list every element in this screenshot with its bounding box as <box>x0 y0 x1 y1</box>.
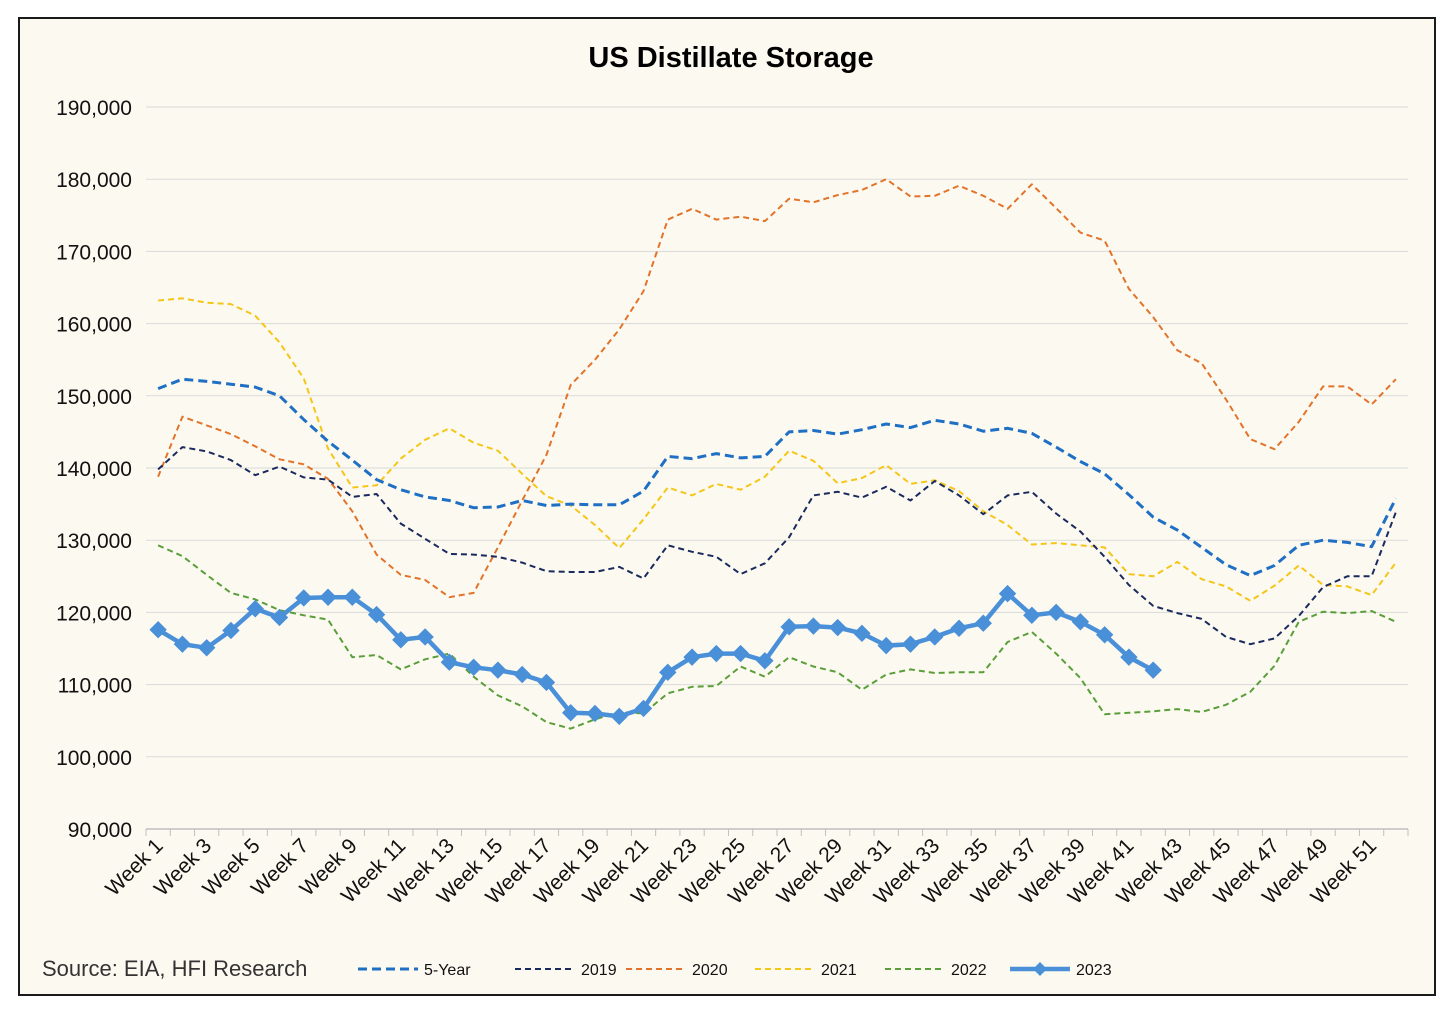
series-line-5-year <box>157 377 1398 578</box>
y-tick-label: 180,000 <box>56 169 132 192</box>
series-line-2022 <box>157 544 1397 730</box>
source-note: Source: EIA, HFI Research <box>42 956 307 981</box>
point-marker-2023 <box>295 589 313 607</box>
legend-marker-2023 <box>1033 962 1047 976</box>
point-marker-2023 <box>731 644 750 663</box>
point-marker-2023 <box>343 588 361 606</box>
y-tick-label: 160,000 <box>56 314 132 337</box>
series-line-2020 <box>157 178 1397 599</box>
point-marker-2023 <box>707 644 726 663</box>
point-marker-2023 <box>319 588 337 606</box>
point-marker-2023 <box>853 624 871 643</box>
point-marker-2023 <box>270 608 289 627</box>
gridlines <box>146 106 1408 758</box>
point-marker-2023 <box>998 584 1017 603</box>
point-marker-2023 <box>1071 613 1090 631</box>
point-marker-2023 <box>562 704 580 722</box>
y-tick-label: 100,000 <box>56 747 132 770</box>
point-marker-2023 <box>489 661 507 679</box>
point-marker-2023 <box>1095 626 1114 644</box>
y-tick-label: 90,000 <box>68 819 132 842</box>
legend-label-2020: 2020 <box>692 962 728 979</box>
point-marker-2023 <box>1120 648 1138 666</box>
legend-label-2022: 2022 <box>951 962 987 979</box>
y-tick-label: 190,000 <box>56 97 132 120</box>
point-marker-2023 <box>392 631 410 649</box>
point-marker-2023 <box>222 621 240 640</box>
point-marker-2023 <box>683 648 701 666</box>
point-marker-2023 <box>780 618 798 636</box>
point-marker-2023 <box>586 704 604 723</box>
point-marker-2023 <box>246 600 264 618</box>
point-marker-2023 <box>901 635 920 653</box>
point-marker-2023 <box>149 621 167 639</box>
series-lines <box>149 178 1398 730</box>
y-tick-labels: 90,000 100,000 110,000 120,000 130,000 140,00… <box>56 97 132 842</box>
y-tick-label: 130,000 <box>56 530 132 553</box>
y-tick-label: 140,000 <box>56 458 132 481</box>
chart-frame: US Distillate Storage 90,000 100,000 110,0… <box>18 17 1436 996</box>
point-marker-2023 <box>950 619 968 637</box>
axes <box>145 828 1409 836</box>
legend: 5-Year 2019 2020 2021 2022 2023 <box>358 962 1112 979</box>
chart-title: US Distillate Storage <box>588 42 873 74</box>
point-marker-2023 <box>610 707 628 726</box>
point-marker-2023 <box>804 617 823 635</box>
series-line-2019 <box>157 446 1397 646</box>
y-tick-label: 170,000 <box>56 241 132 264</box>
point-marker-2023 <box>828 618 847 637</box>
chart-canvas: US Distillate Storage 90,000 100,000 110,0… <box>42 42 1409 981</box>
legend-label-2021: 2021 <box>821 962 857 979</box>
point-marker-2023 <box>173 635 192 653</box>
point-marker-2023 <box>659 663 677 682</box>
point-marker-2023 <box>440 653 459 671</box>
legend-label-2019: 2019 <box>581 962 617 979</box>
point-marker-2023 <box>1144 661 1162 679</box>
point-marker-2023 <box>513 665 531 684</box>
y-tick-label: 120,000 <box>56 602 132 625</box>
legend-label-2023: 2023 <box>1076 962 1112 979</box>
point-marker-2023 <box>926 628 944 646</box>
y-tick-label: 150,000 <box>56 386 132 409</box>
point-marker-2023 <box>877 636 895 655</box>
point-marker-2023 <box>1023 606 1041 624</box>
legend-label-5-year: 5-Year <box>424 962 471 979</box>
point-marker-2023 <box>1047 603 1065 622</box>
y-tick-label: 110,000 <box>58 675 132 698</box>
point-marker-2023 <box>974 614 992 632</box>
point-marker-2023 <box>756 652 774 670</box>
point-marker-2023 <box>537 673 556 692</box>
point-marker-2023 <box>367 605 386 624</box>
point-marker-2023 <box>197 639 216 657</box>
point-marker-2023 <box>634 699 653 718</box>
point-marker-2023 <box>416 628 434 646</box>
point-marker-2023 <box>464 658 483 676</box>
series-line-2021 <box>158 297 1397 602</box>
